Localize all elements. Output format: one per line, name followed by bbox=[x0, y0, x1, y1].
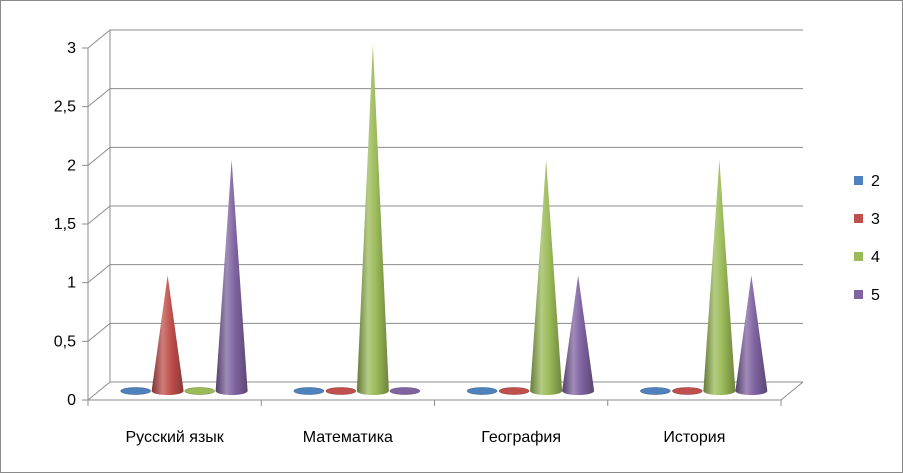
cone-series-5 bbox=[735, 275, 768, 395]
cone-base-series-3 bbox=[498, 387, 530, 395]
gridline-depth bbox=[87, 322, 111, 342]
y-tick-label: 2 bbox=[67, 157, 76, 174]
legend-label: 4 bbox=[871, 249, 880, 266]
gridline-depth bbox=[87, 205, 111, 225]
legend-swatch bbox=[854, 214, 863, 223]
cone-base-series-5 bbox=[389, 387, 421, 395]
y-tick-label: 3 bbox=[67, 40, 76, 57]
cone-series-4 bbox=[530, 159, 563, 395]
y-tick-label: 1 bbox=[67, 275, 76, 292]
cone-base-series-2 bbox=[120, 387, 151, 395]
gridline-depth bbox=[87, 29, 111, 49]
category-label: Математика bbox=[303, 429, 393, 446]
cone-series-3 bbox=[151, 275, 184, 395]
gridline-depth bbox=[87, 146, 111, 166]
gridline-depth bbox=[87, 264, 111, 284]
cone-base-series-4 bbox=[184, 387, 215, 395]
floor-right-edge bbox=[780, 381, 804, 401]
legend-label: 2 bbox=[871, 173, 880, 190]
gridline-depth bbox=[87, 88, 111, 108]
legend-label: 3 bbox=[871, 211, 880, 228]
legend-label: 5 bbox=[871, 287, 880, 304]
cone-base-series-2 bbox=[293, 387, 325, 395]
y-tick-label: 2,5 bbox=[54, 99, 76, 116]
category-label: Русский язык bbox=[125, 429, 224, 446]
gridline-depth bbox=[87, 381, 111, 401]
legend-swatch bbox=[854, 252, 863, 261]
category-label: География bbox=[481, 429, 561, 446]
legend-swatch bbox=[854, 290, 863, 299]
cone-series-4 bbox=[703, 159, 736, 395]
y-tick-label: 1,5 bbox=[54, 216, 76, 233]
cone-base-series-2 bbox=[466, 387, 498, 395]
category-label: История bbox=[663, 429, 725, 446]
cone-base-series-2 bbox=[640, 387, 671, 395]
cone-base-series-3 bbox=[672, 387, 703, 395]
y-tick-label: 0,5 bbox=[54, 333, 76, 350]
cone-base-series-3 bbox=[325, 387, 357, 395]
cone-series-4 bbox=[356, 44, 389, 395]
y-tick-label: 0 bbox=[67, 392, 76, 409]
cone-series-5 bbox=[215, 159, 248, 395]
legend-swatch bbox=[854, 176, 863, 185]
cone-series-5 bbox=[562, 275, 595, 395]
